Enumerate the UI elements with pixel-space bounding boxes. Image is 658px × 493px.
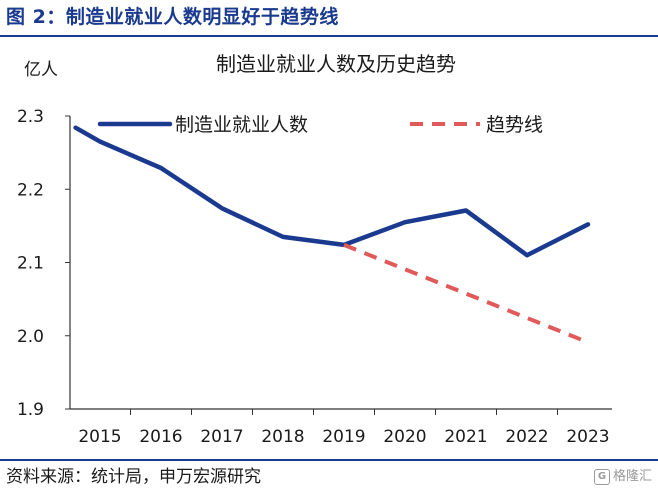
axes: 1.9 2.0 2.1 2.2 2.3 2015 2016 2017 2018 2019 2020 2…	[17, 107, 612, 447]
x-tick-label: 2023	[566, 427, 609, 447]
source-note: 资料来源：统计局，申万宏源研究	[6, 467, 261, 487]
top-rule	[0, 35, 658, 37]
y-tick-label: 2.3	[17, 107, 44, 127]
chart-title: 制造业就业人数及历史趋势	[216, 52, 456, 76]
x-tick-label: 2019	[322, 427, 365, 447]
y-tick-label: 2.0	[17, 327, 44, 347]
x-tick-label: 2018	[261, 427, 304, 447]
watermark-logo-icon: G	[593, 469, 610, 485]
x-tick-label: 2022	[505, 427, 548, 447]
x-tick-label: 2016	[139, 427, 182, 447]
y-tick-label: 2.1	[17, 254, 44, 274]
x-tick-label: 2021	[444, 427, 487, 447]
x-tick-label: 2020	[383, 427, 426, 447]
figure-title: 图 2：制造业就业人数明显好于趋势线	[6, 6, 339, 28]
watermark-text: 格隆汇	[612, 469, 652, 484]
legend-label-employment: 制造业就业人数	[175, 114, 308, 136]
series-lines	[73, 125, 591, 345]
series-line-employment	[73, 125, 591, 258]
legend: 制造业就业人数 趋势线	[97, 114, 543, 136]
x-tick-label: 2017	[200, 427, 243, 447]
y-tick-label: 1.9	[17, 400, 44, 420]
watermark: G 格隆汇	[593, 466, 652, 488]
x-tick-label: 2015	[78, 427, 121, 447]
bottom-rule	[0, 459, 658, 461]
chart: 制造业就业人数及历史趋势 亿人 1.9 2.0 2.1 2.2 2.3 2015 2016 2…	[17, 52, 612, 447]
legend-label-trend: 趋势线	[486, 114, 543, 136]
y-tick-label: 2.2	[17, 180, 44, 200]
y-axis-unit-label: 亿人	[24, 60, 58, 80]
series-line-trend	[343, 243, 589, 345]
